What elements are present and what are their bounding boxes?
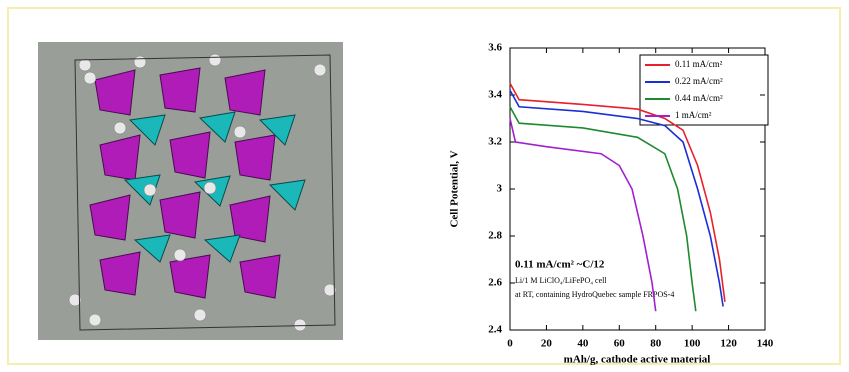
crystal-structure-image <box>38 42 343 340</box>
y-tick-label: 3 <box>497 183 503 195</box>
annotation: at RT, containing HydroQuebec sample FRP… <box>515 290 674 299</box>
x-tick-label: 120 <box>720 338 737 350</box>
x-tick-label: 100 <box>684 338 701 350</box>
legend-label: 0.22 mA/cm² <box>675 76 723 86</box>
x-tick-label: 20 <box>541 338 553 350</box>
legend-label: 0.44 mA/cm² <box>675 93 723 103</box>
y-tick-label: 3.4 <box>488 89 502 101</box>
legend-label: 0.11 mA/cm² <box>675 59 723 69</box>
x-tick-label: 80 <box>650 338 662 350</box>
y-tick-label: 3.6 <box>488 42 502 54</box>
y-axis-label: Cell Potential, V <box>449 150 461 227</box>
annotation: Li/1 M LiClO₄/LiFePO₄ cell <box>515 276 607 285</box>
x-tick-label: 40 <box>577 338 589 350</box>
x-tick-label: 0 <box>507 338 513 350</box>
y-tick-label: 2.8 <box>488 230 502 242</box>
y-tick-label: 2.4 <box>488 324 502 336</box>
annotation: 0.11 mA/cm² ~C/12 <box>515 259 605 271</box>
x-axis-label: mAh/g, cathode active material <box>564 354 711 366</box>
slide: Cell Potential, V mAh/g, cathode active … <box>0 0 849 372</box>
legend-label: 1 mA/cm² <box>675 110 712 120</box>
y-tick-label: 3.2 <box>488 136 502 148</box>
x-tick-label: 140 <box>757 338 774 350</box>
x-tick-label: 60 <box>614 338 626 350</box>
y-tick-label: 2.6 <box>488 277 502 289</box>
